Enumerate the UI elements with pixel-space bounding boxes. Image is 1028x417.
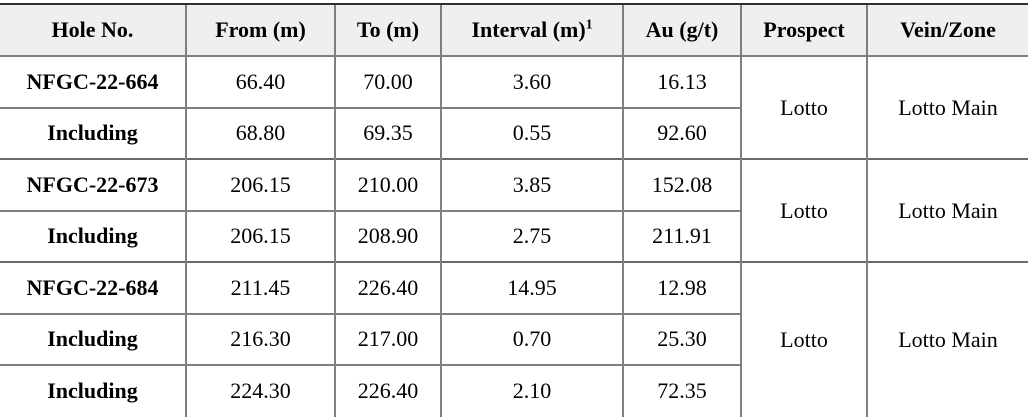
vein-zone-cell: Lotto Main xyxy=(866,55,1028,159)
column-header-au: Au (g/t) xyxy=(622,3,741,57)
from-cell: 206.15 xyxy=(185,158,335,211)
au-cell: 72.35 xyxy=(622,364,741,417)
table-row: Including 206.15 208.90 2.75 211.91 xyxy=(0,209,1028,262)
au-cell: 92.60 xyxy=(622,106,741,159)
au-cell: 152.08 xyxy=(622,158,741,211)
vein-zone-cell: Lotto Main xyxy=(866,158,1028,262)
au-cell: 25.30 xyxy=(622,312,741,365)
column-header-interval: Interval (m)1 xyxy=(440,3,623,57)
hole-no-cell: NFGC-22-673 xyxy=(0,158,186,211)
table-row: Including 216.30 217.00 0.70 25.30 xyxy=(0,312,1028,365)
table-row: NFGC-22-664 66.40 70.00 3.60 16.13 Lotto Lotto… xyxy=(0,55,1028,159)
from-cell: 66.40 xyxy=(185,55,335,108)
hole-no-cell: NFGC-22-664 xyxy=(0,55,186,108)
au-cell: 16.13 xyxy=(622,55,741,108)
au-cell: 211.91 xyxy=(622,209,741,262)
drill-results-table: Hole No. From (m) To (m) Interval (m)1 A… xyxy=(0,3,1028,417)
to-cell: 210.00 xyxy=(334,158,441,211)
from-cell: 68.80 xyxy=(185,106,335,159)
interval-cell: 2.10 xyxy=(440,364,623,417)
to-cell: 226.40 xyxy=(334,364,441,417)
prospect-cell: Lotto xyxy=(740,261,867,417)
interval-footnote-superscript: 1 xyxy=(585,16,593,32)
hole-no-cell: Including xyxy=(0,312,186,365)
to-cell: 226.40 xyxy=(334,261,441,314)
interval-cell: 3.85 xyxy=(440,158,623,211)
from-cell: 206.15 xyxy=(185,209,335,262)
au-cell: 12.98 xyxy=(622,261,741,314)
hole-no-cell: Including xyxy=(0,364,186,417)
interval-cell: 0.55 xyxy=(440,106,623,159)
table-row: NFGC-22-673 206.15 210.00 3.85 152.08 Lotto Lo… xyxy=(0,158,1028,262)
column-header-interval-label: Interval (m) xyxy=(471,17,586,42)
table-row: Including 224.30 226.40 2.10 72.35 xyxy=(0,364,1028,417)
from-cell: 211.45 xyxy=(185,261,335,314)
column-header-from: From (m) xyxy=(185,3,335,57)
table-row: NFGC-22-684 211.45 226.40 14.95 12.98 Lotto Lo… xyxy=(0,261,1028,417)
prospect-cell: Lotto xyxy=(740,55,867,159)
hole-no-cell: Including xyxy=(0,209,186,262)
column-header-prospect: Prospect xyxy=(740,3,867,57)
to-cell: 70.00 xyxy=(334,55,441,108)
from-cell: 224.30 xyxy=(185,364,335,417)
interval-cell: 14.95 xyxy=(440,261,623,314)
interval-cell: 0.70 xyxy=(440,312,623,365)
column-header-to: To (m) xyxy=(334,3,441,57)
header-row: Hole No. From (m) To (m) Interval (m)1 A… xyxy=(0,3,1028,57)
to-cell: 217.00 xyxy=(334,312,441,365)
vein-zone-cell: Lotto Main xyxy=(866,261,1028,417)
to-cell: 69.35 xyxy=(334,106,441,159)
column-header-hole-no: Hole No. xyxy=(0,3,186,57)
prospect-cell: Lotto xyxy=(740,158,867,262)
table-body: NFGC-22-664 66.40 70.00 3.60 16.13 Lotto Lotto… xyxy=(0,55,1028,417)
hole-no-cell: NFGC-22-684 xyxy=(0,261,186,314)
column-header-vein-zone: Vein/Zone xyxy=(866,3,1028,57)
hole-no-cell: Including xyxy=(0,106,186,159)
interval-cell: 3.60 xyxy=(440,55,623,108)
from-cell: 216.30 xyxy=(185,312,335,365)
to-cell: 208.90 xyxy=(334,209,441,262)
table-row: Including 68.80 69.35 0.55 92.60 xyxy=(0,106,1028,159)
interval-cell: 2.75 xyxy=(440,209,623,262)
